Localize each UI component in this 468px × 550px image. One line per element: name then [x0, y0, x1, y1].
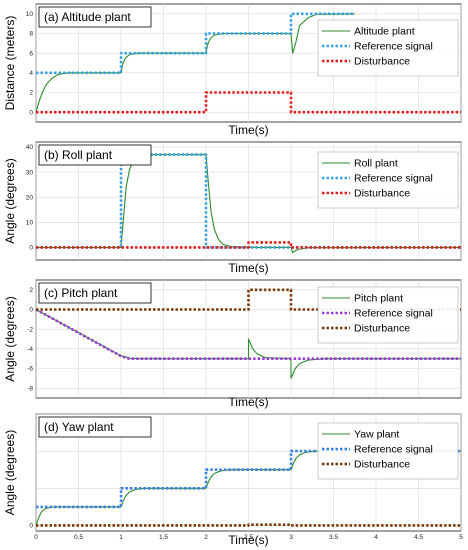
y-tick-label: 30: [26, 169, 34, 176]
series-line-reference-signal: [36, 12, 355, 75]
panel-title: (a) Altitude plant: [44, 10, 131, 24]
panel-title: (b) Roll plant: [44, 148, 113, 162]
y-axis-label: Angle (degrees): [3, 430, 17, 515]
series-line-disturbance: [36, 241, 461, 249]
x-tick-label: 0.5: [74, 534, 83, 541]
legend-entry: Pitch plant: [354, 293, 403, 305]
x-tick-label: 2: [204, 534, 208, 541]
legend-entry: Disturbance: [354, 188, 410, 200]
panel-title: (c) Pitch plant: [44, 286, 118, 300]
panel-title-box: [38, 416, 152, 438]
panel-title-box: [38, 144, 152, 166]
x-tick-label: 4.5: [414, 534, 423, 541]
y-tick-label: 8: [29, 31, 33, 38]
legend-entry: Disturbance: [354, 56, 410, 68]
y-axis-label: Distance (meters): [3, 16, 17, 111]
x-tick-label: 4: [374, 534, 378, 541]
y-tick-label: 4: [29, 70, 33, 77]
y-tick-label: -6: [27, 366, 33, 373]
panel-1: 0 2 4 6 8 10 Distance (meters) Time(s) (a) Altit…: [3, 3, 462, 137]
panel-title-box: [38, 6, 152, 28]
x-tick-label: 3: [289, 534, 293, 541]
series-line-disturbance: [36, 91, 461, 114]
panel-4: 00 0.5 1 1.5 2 2.5 3 3.5 4 4.5 5 Angle (degrees) Tim…: [3, 413, 463, 547]
legend: Yaw plant Reference signal Disturbance: [317, 422, 459, 480]
x-axis-label: Time(s): [228, 395, 268, 409]
legend: Roll plant Reference signal Disturbance: [317, 151, 459, 209]
y-tick-label: 40: [26, 144, 34, 151]
x-tick-label: 1: [119, 534, 123, 541]
y-tick-label: 6: [29, 50, 33, 57]
legend-entry: Reference signal: [354, 41, 433, 53]
legend-entry: Roll plant: [354, 158, 398, 170]
y-tick-label: -4: [27, 346, 33, 353]
y-tick-label: 2: [29, 90, 33, 97]
y-tick-label: -8: [27, 385, 33, 392]
x-axis-label: Time(s): [228, 533, 268, 547]
y-axis-label: Angle (degrees): [3, 158, 17, 243]
legend-entry: Altitude plant: [354, 26, 415, 38]
y-tick-label: 20: [26, 194, 34, 201]
legend-box: [317, 422, 459, 480]
x-axis-label: Time(s): [228, 261, 268, 275]
y-tick-label: 2: [29, 287, 33, 294]
legend: Altitude plant Reference signal Disturbanc…: [317, 19, 459, 77]
legend-box: [317, 286, 459, 344]
x-tick-label: 5: [459, 534, 463, 541]
y-tick-label: 10: [26, 11, 34, 18]
panel-3: -8 -6 -4 -2 0 2 Angle (degrees) Time(s) (c) Pitc…: [3, 279, 462, 409]
panel-title: (d) Yaw plant: [44, 420, 114, 434]
legend-box: [317, 19, 459, 77]
series-line-disturbance: [36, 523, 461, 527]
x-tick-label: 0: [34, 534, 38, 541]
x-tick-label: 2.5: [244, 534, 253, 541]
y-tick-label: 0: [29, 307, 33, 314]
legend-entry: Reference signal: [354, 444, 433, 456]
y-tick-label: 0: [29, 109, 33, 116]
legend: Pitch plant Reference signal Disturbance: [317, 286, 459, 344]
legend-entry: Yaw plant: [354, 429, 399, 441]
y-tick-label: -2: [27, 326, 33, 333]
series-line-disturbance: [36, 288, 461, 311]
series-line-roll-plant: [36, 154, 462, 254]
x-tick-label: 3.5: [329, 534, 338, 541]
series-line-reference-signal: [35, 308, 461, 361]
panel-2: 0 10 20 30 40 Angle (degrees) Time(s) (b) Roll …: [3, 141, 462, 275]
legend-entry: Disturbance: [354, 323, 410, 335]
series-line-reference-signal: [36, 449, 461, 509]
legend-box: [317, 151, 459, 209]
y-tick-label: 0: [29, 245, 33, 252]
legend-entry: Disturbance: [354, 459, 410, 471]
y-tick-label: 0: [29, 523, 33, 530]
x-tick-label: 1.5: [159, 534, 168, 541]
legend-entry: Reference signal: [354, 308, 433, 320]
legend-entry: Reference signal: [354, 173, 433, 185]
y-axis-label: Angle (degrees): [3, 296, 17, 381]
y-tick-label: 10: [26, 220, 34, 227]
x-axis-label: Time(s): [228, 123, 268, 137]
panel-title-box: [38, 282, 152, 304]
